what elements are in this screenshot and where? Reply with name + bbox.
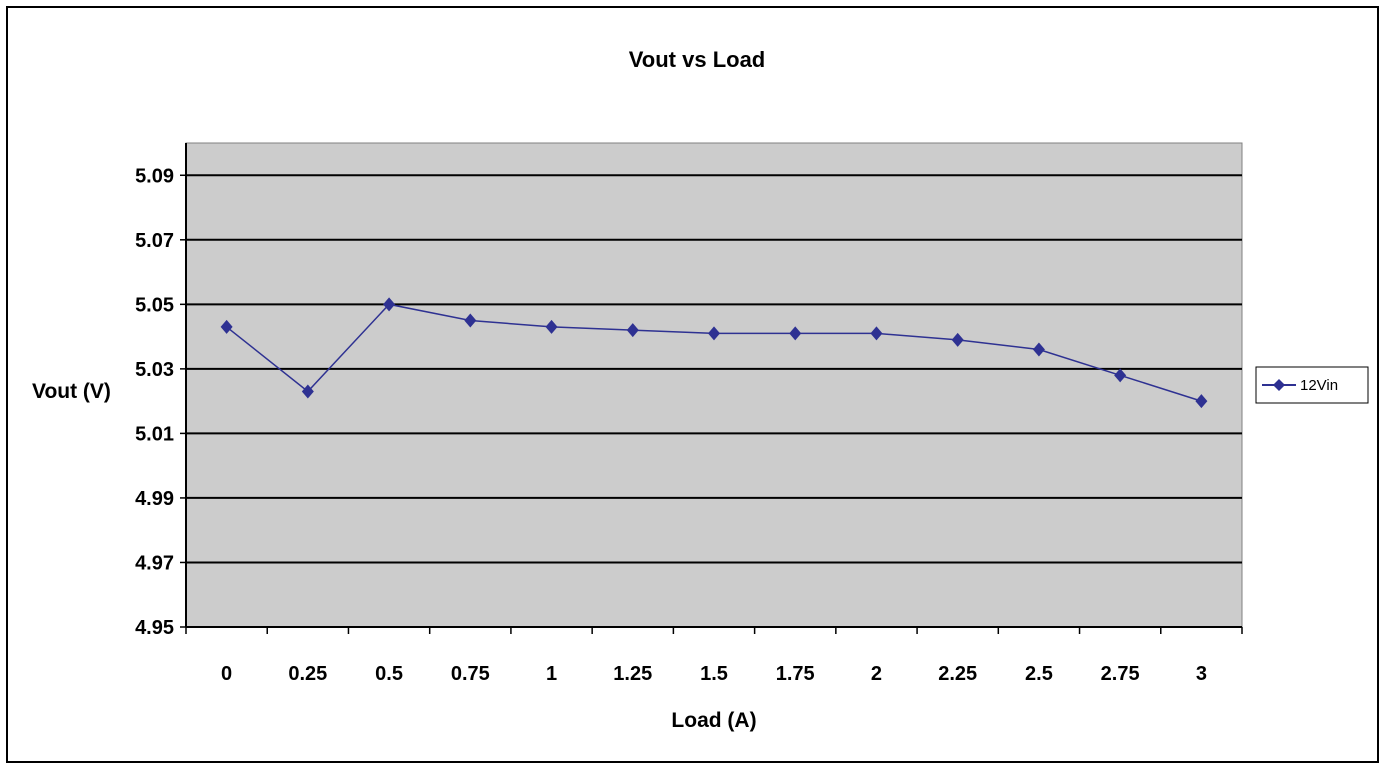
data-point	[301, 384, 314, 399]
data-point	[870, 326, 883, 341]
data-point	[464, 313, 477, 328]
legend-marker-diamond	[1273, 379, 1285, 391]
gridlines	[186, 174, 1242, 564]
x-tick-label: 0.75	[451, 663, 490, 685]
data-point	[708, 326, 720, 341]
legend-entry-12vin: 12Vin	[1300, 377, 1338, 394]
x-tick-label: 0.25	[288, 663, 327, 685]
legend: 12Vin	[1255, 366, 1369, 404]
chart-title: Vout vs Load	[629, 47, 766, 72]
data-point	[545, 319, 558, 334]
data-point	[626, 323, 639, 338]
data-point	[1195, 394, 1208, 409]
data-point	[951, 332, 964, 347]
x-tick-label: 1.75	[776, 663, 815, 685]
y-axis-label: Vout (V)	[32, 380, 111, 403]
data-point	[1114, 368, 1127, 383]
x-tick-label: 2.75	[1101, 663, 1140, 685]
y-tick-label: 5.05	[135, 294, 174, 316]
x-tick-label: 1.5	[700, 663, 728, 685]
x-tick-label: 2.25	[938, 663, 977, 685]
data-point	[220, 319, 233, 334]
y-tick-label: 4.99	[135, 488, 174, 510]
x-tick-label: 2.5	[1025, 663, 1053, 685]
y-tick-label: 5.01	[135, 423, 174, 445]
data-point	[383, 297, 396, 312]
x-tick-label: 3	[1196, 663, 1207, 685]
x-tick-label: 0	[221, 663, 232, 685]
x-tick-label: 2	[871, 663, 882, 685]
axes	[180, 143, 1243, 634]
x-tick-label: 0.5	[375, 663, 403, 685]
data-point	[789, 326, 802, 341]
y-tick-label: 4.97	[135, 552, 174, 574]
x-tick-label: 1.25	[613, 663, 652, 685]
series-12vin	[220, 297, 1208, 409]
y-tick-labels: 4.95 4.97 4.99 5.01 5.03 5.05 5.07 5.09	[135, 165, 174, 639]
data-point	[1032, 342, 1045, 357]
y-tick-label: 4.95	[135, 617, 174, 639]
x-tick-labels: 0 0.25 0.5 0.75 1 1.25 1.5 1.75 2 2.25 2.5 2.75 3	[221, 663, 1207, 685]
y-tick-label: 5.09	[135, 165, 174, 187]
y-tick-label: 5.03	[135, 359, 174, 381]
plot-area	[185, 142, 1243, 628]
y-tick-label: 5.07	[135, 230, 174, 252]
x-axis-label: Load (A)	[671, 709, 756, 732]
x-tick-label: 1	[546, 663, 557, 685]
